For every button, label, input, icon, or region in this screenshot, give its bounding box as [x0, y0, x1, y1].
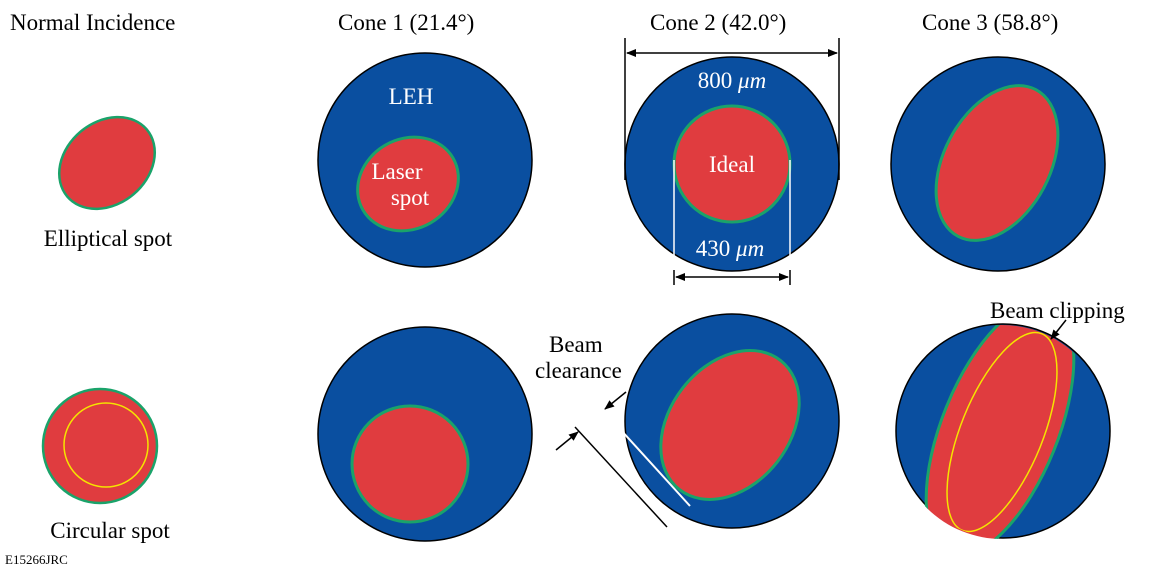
elliptical-spot-shape [57, 115, 157, 211]
beam-clipping-label: Beam clipping [990, 298, 1125, 323]
header-cone-2: Cone 2 (42.0°) [650, 10, 786, 35]
beam-clearance-white-line [599, 406, 691, 507]
header-normal-incidence: Normal Incidence [10, 10, 175, 35]
circular-spot-label: Circular spot [50, 518, 170, 543]
elliptical-spot-label: Elliptical spot [44, 226, 173, 251]
cone2-row2-laser-spot [659, 349, 801, 501]
header-cone-1: Cone 1 (21.4°) [338, 10, 474, 35]
circular-spot-shape [41, 387, 159, 505]
laser-spot-label-line1: Laser [371, 159, 422, 184]
cone1-row2-laser-spot [350, 404, 470, 524]
beam-clearance-arrow-right [604, 391, 627, 410]
beam-clearance-label-line1: Beam [549, 332, 603, 357]
circular-spot-inner-ring [63, 402, 149, 488]
dim-800-label: 800 μm [698, 68, 766, 93]
header-cone-3: Cone 3 (58.8°) [922, 10, 1058, 35]
figure-id: E15266JRC [5, 552, 68, 567]
leh-label: LEH [389, 84, 434, 109]
laser-spot-label-line2: spot [391, 185, 430, 210]
cone3-laser-spot [934, 84, 1060, 242]
beam-clearance-black-line [574, 426, 668, 528]
beam-clearance-label-line2: clearance [535, 358, 622, 383]
cone1-laser-spot [356, 135, 460, 233]
ideal-label: Ideal [709, 152, 755, 177]
beam-clearance-arrow-left [555, 431, 579, 451]
beam-clipping-arrow [1050, 319, 1067, 340]
dim-430-label: 430 μm [696, 236, 764, 261]
